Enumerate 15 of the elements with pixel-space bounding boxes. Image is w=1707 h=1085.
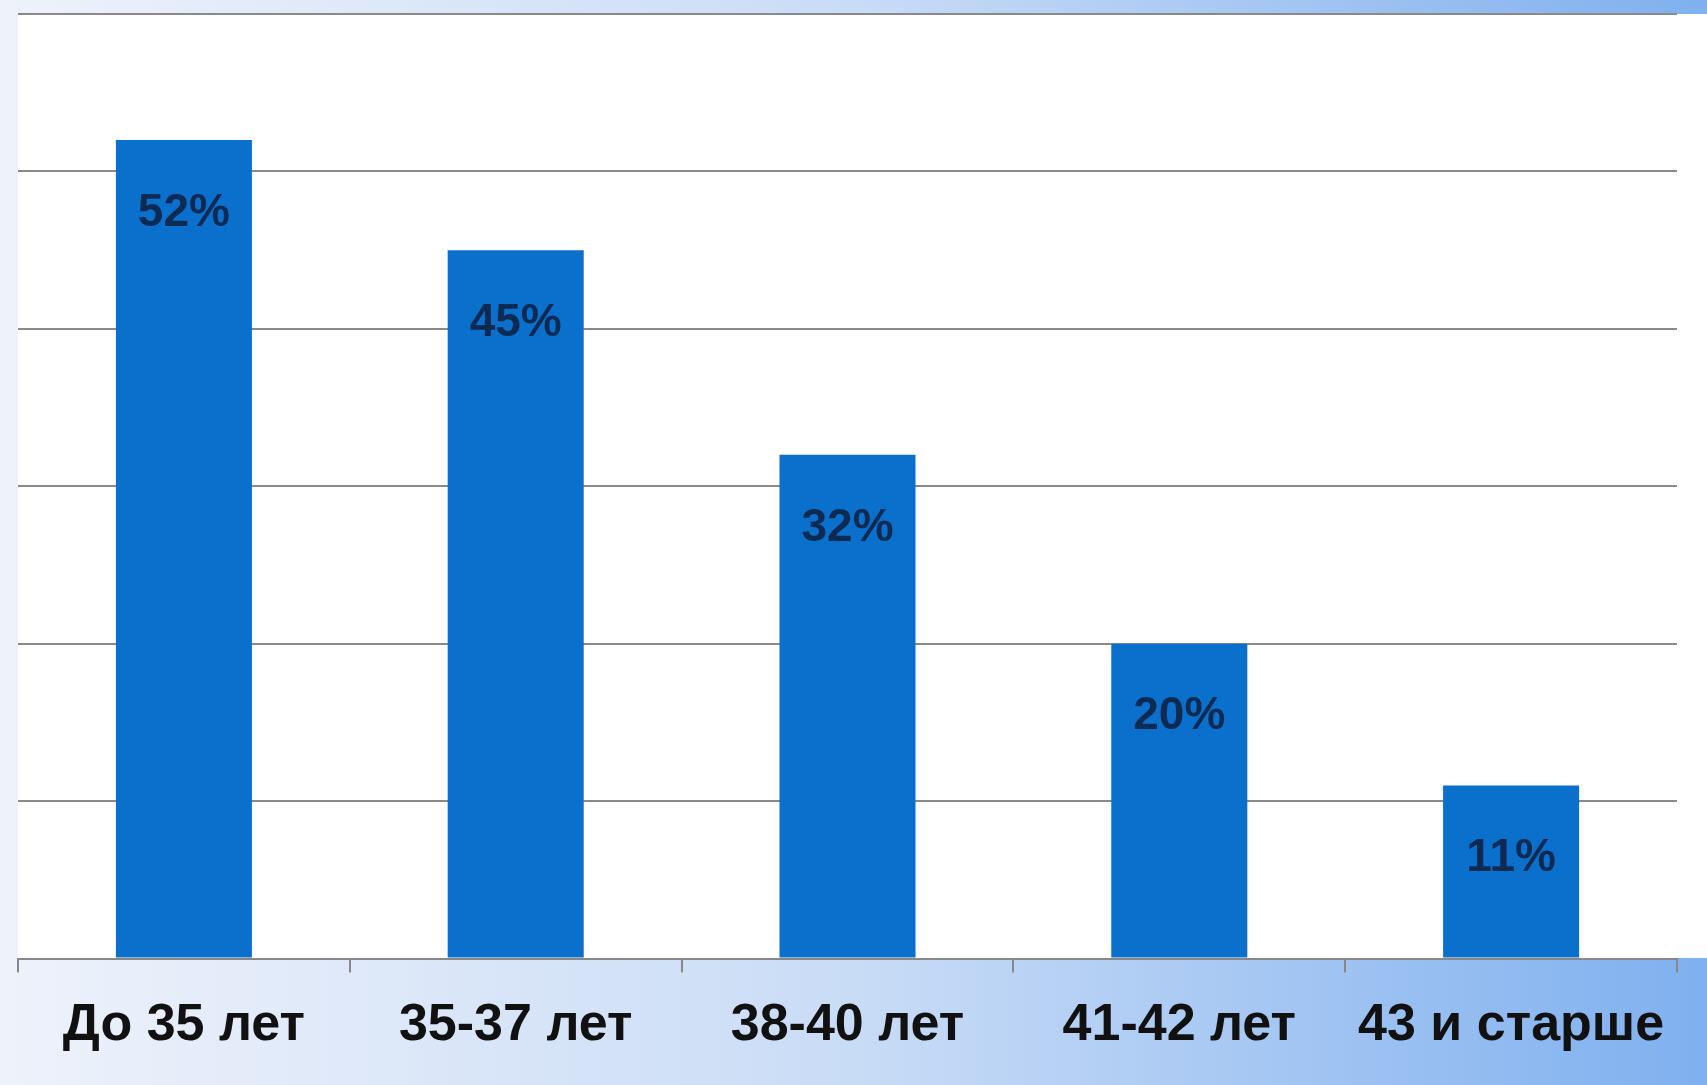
data-label: 45% [469,293,562,346]
data-label: 11% [1466,829,1556,882]
data-label: 32% [801,498,894,551]
data-label: 20% [1133,687,1226,740]
x-tick-label: 38-40 лет [730,993,965,1052]
bar [779,454,916,958]
bar [115,139,252,958]
x-tick-label: 41-42 лет [1062,993,1297,1052]
bar [447,250,584,958]
bar [1443,785,1580,958]
x-tick-label: 43 и старше [1358,993,1665,1052]
x-tick-label: До 35 лет [62,993,306,1052]
data-label: 52% [137,183,230,236]
bar [1111,643,1248,958]
x-tick-label: 35-37 лет [398,993,633,1052]
